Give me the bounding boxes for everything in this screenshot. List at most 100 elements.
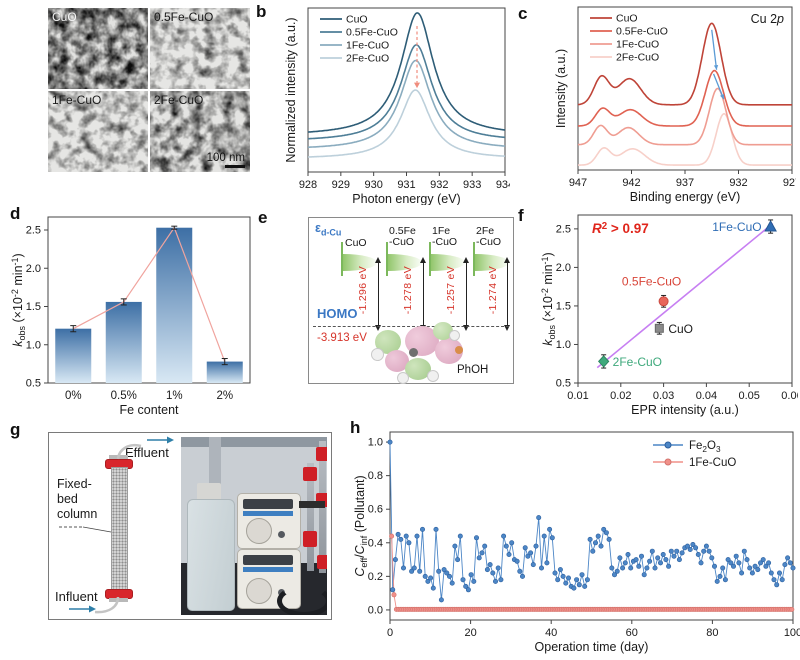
kobs-bar-chart: 0.5 1.0 1.5 2.0 2.5 Fe content kobs (×10-2 min… <box>10 216 251 417</box>
energy-gap-value: -1.274 eV <box>487 266 499 315</box>
setup-photo <box>181 437 327 615</box>
d-band-dos-shape <box>431 254 465 271</box>
column-collar <box>109 598 128 602</box>
homo-energy-value: -3.913 eV <box>317 332 367 344</box>
sample-label-1fe: 1Fe -CuO <box>432 225 458 248</box>
panel-label-b: b <box>256 2 267 21</box>
pump-label-stripe <box>243 567 293 572</box>
carbon-atom <box>409 348 418 357</box>
svg-text:1Fe-CuO: 1Fe-CuO <box>712 220 761 234</box>
tem-sample-label: 2Fe-CuO <box>154 93 204 107</box>
breakthrough-curve-chart: 0 20 40 60 80 100 0.0 0.2 0.4 0.6 0.8 1.0 Operation … <box>353 431 800 654</box>
sample-label-cuo: CuO <box>345 237 367 249</box>
tem-texture <box>48 91 148 172</box>
kobs-epr-scatter-chart: 0.01 0.02 0.03 0.04 0.05 0.06 0.5 1.0 1.5 2.0 2.5 E… <box>540 214 798 417</box>
pump-display <box>243 499 293 509</box>
fixed-bed-column <box>111 467 128 591</box>
hydrogen-atom <box>371 348 384 361</box>
svg-text:0.02: 0.02 <box>610 390 631 402</box>
svg-text:0.2: 0.2 <box>368 571 383 583</box>
tem-sample-label: 1Fe-CuO <box>52 93 102 107</box>
svg-text:1Fe-CuO: 1Fe-CuO <box>616 39 659 51</box>
svg-text:1.0: 1.0 <box>26 339 41 351</box>
xas-spectra-chart: 928 929 930 931 932 933 934 Photon energy (eV) N… <box>284 7 510 205</box>
svg-text:1.0: 1.0 <box>368 437 383 449</box>
panel-label-d: d <box>10 204 21 223</box>
hydrogen-atom <box>449 330 460 341</box>
tem-sample-label: CuO <box>52 10 77 24</box>
photo-bottle-cap <box>197 483 221 501</box>
pump-display <box>243 555 293 565</box>
clamp-base <box>277 585 327 615</box>
svg-text:Intensity (a.u.): Intensity (a.u.) <box>554 49 568 128</box>
svg-text:CuO: CuO <box>346 14 368 26</box>
svg-text:947: 947 <box>569 177 587 189</box>
svg-text:2.5: 2.5 <box>556 223 571 235</box>
svg-text:942: 942 <box>622 177 640 189</box>
svg-text:0.5Fe-CuO: 0.5Fe-CuO <box>616 26 668 38</box>
clamp <box>299 501 325 508</box>
photo-pump-bottom <box>237 549 301 609</box>
svg-text:2.0: 2.0 <box>26 263 41 275</box>
svg-text:0%: 0% <box>65 390 82 402</box>
d-band-dos-shape <box>388 254 422 271</box>
pump-roller <box>246 578 272 604</box>
red-fitting <box>317 555 327 569</box>
orbital-lobe <box>385 350 409 372</box>
svg-text:Ceff/Cinf (Pollutant): Ceff/Cinf (Pollutant) <box>353 475 369 576</box>
svg-text:0.6: 0.6 <box>368 504 383 516</box>
energy-gap-arrow <box>504 257 510 331</box>
tem-image-05fe-cuo: 0.5Fe-CuO <box>150 8 250 89</box>
energy-gap-arrow <box>463 257 469 331</box>
panel-label-f: f <box>518 206 524 225</box>
svg-text:CuO: CuO <box>668 322 693 336</box>
d-band-center-label: εd-Cu <box>315 221 342 238</box>
svg-text:Binding energy (eV): Binding energy (eV) <box>630 190 740 204</box>
photo-shelf <box>181 437 327 447</box>
pump-label-stripe <box>243 511 293 516</box>
svg-text:R2 > 0.97: R2 > 0.97 <box>592 221 649 236</box>
svg-text:2Fe-CuO: 2Fe-CuO <box>613 355 662 369</box>
svg-text:0.0: 0.0 <box>368 604 383 616</box>
red-fitting <box>303 531 317 547</box>
panel-label-h: h <box>350 418 361 437</box>
photo-pump-top <box>237 493 301 549</box>
tem-image-1fe-cuo: 1Fe-CuO <box>48 91 148 172</box>
tem-image-grid: CuO 0.5Fe-CuO 1Fe-CuO 2Fe-CuO 100 nm <box>48 8 250 172</box>
homo-level-line <box>313 326 509 327</box>
molecule-label: PhOH <box>457 364 489 376</box>
fixed-bed-setup: Effluent Fixed- bed column Influent <box>48 432 332 620</box>
sample-label-2fe: 2Fe -CuO <box>476 225 502 248</box>
svg-text:927: 927 <box>783 177 796 189</box>
svg-text:CuO: CuO <box>616 13 638 25</box>
svg-text:1Fe-CuO: 1Fe-CuO <box>346 40 389 52</box>
svg-text:EPR intensity (a.u.): EPR intensity (a.u.) <box>631 403 739 417</box>
orbital-lobe <box>433 322 453 340</box>
svg-text:1Fe-CuO: 1Fe-CuO <box>689 457 736 469</box>
svg-text:Cu 2p: Cu 2p <box>751 12 784 26</box>
hydrogen-atom <box>397 372 409 384</box>
svg-text:Fe2O3: Fe2O3 <box>689 440 721 454</box>
d-band-line <box>386 242 388 276</box>
svg-text:1.0: 1.0 <box>556 339 571 351</box>
svg-text:0.4: 0.4 <box>368 537 383 549</box>
homo-label: HOMO <box>317 306 358 321</box>
svg-text:0.8: 0.8 <box>368 470 383 482</box>
pump-knob <box>278 531 285 538</box>
svg-text:40: 40 <box>545 627 557 639</box>
svg-text:931: 931 <box>397 179 415 191</box>
svg-text:0.5: 0.5 <box>26 378 41 390</box>
tem-sample-label: 0.5Fe-CuO <box>154 10 214 24</box>
scale-bar: 100 nm <box>207 152 245 168</box>
d-band-line <box>473 242 475 276</box>
svg-text:2.0: 2.0 <box>556 262 571 274</box>
tem-texture <box>150 91 250 172</box>
red-fitting <box>303 467 317 481</box>
pump-roller <box>246 518 272 544</box>
xps-cu2p-chart: 947 942 937 932 927 Binding energy (eV) Intens… <box>554 6 796 204</box>
svg-text:937: 937 <box>676 177 694 189</box>
scale-bar-line <box>225 165 245 168</box>
svg-text:Photon energy (eV): Photon energy (eV) <box>352 192 460 205</box>
photo-column-a <box>307 463 314 571</box>
